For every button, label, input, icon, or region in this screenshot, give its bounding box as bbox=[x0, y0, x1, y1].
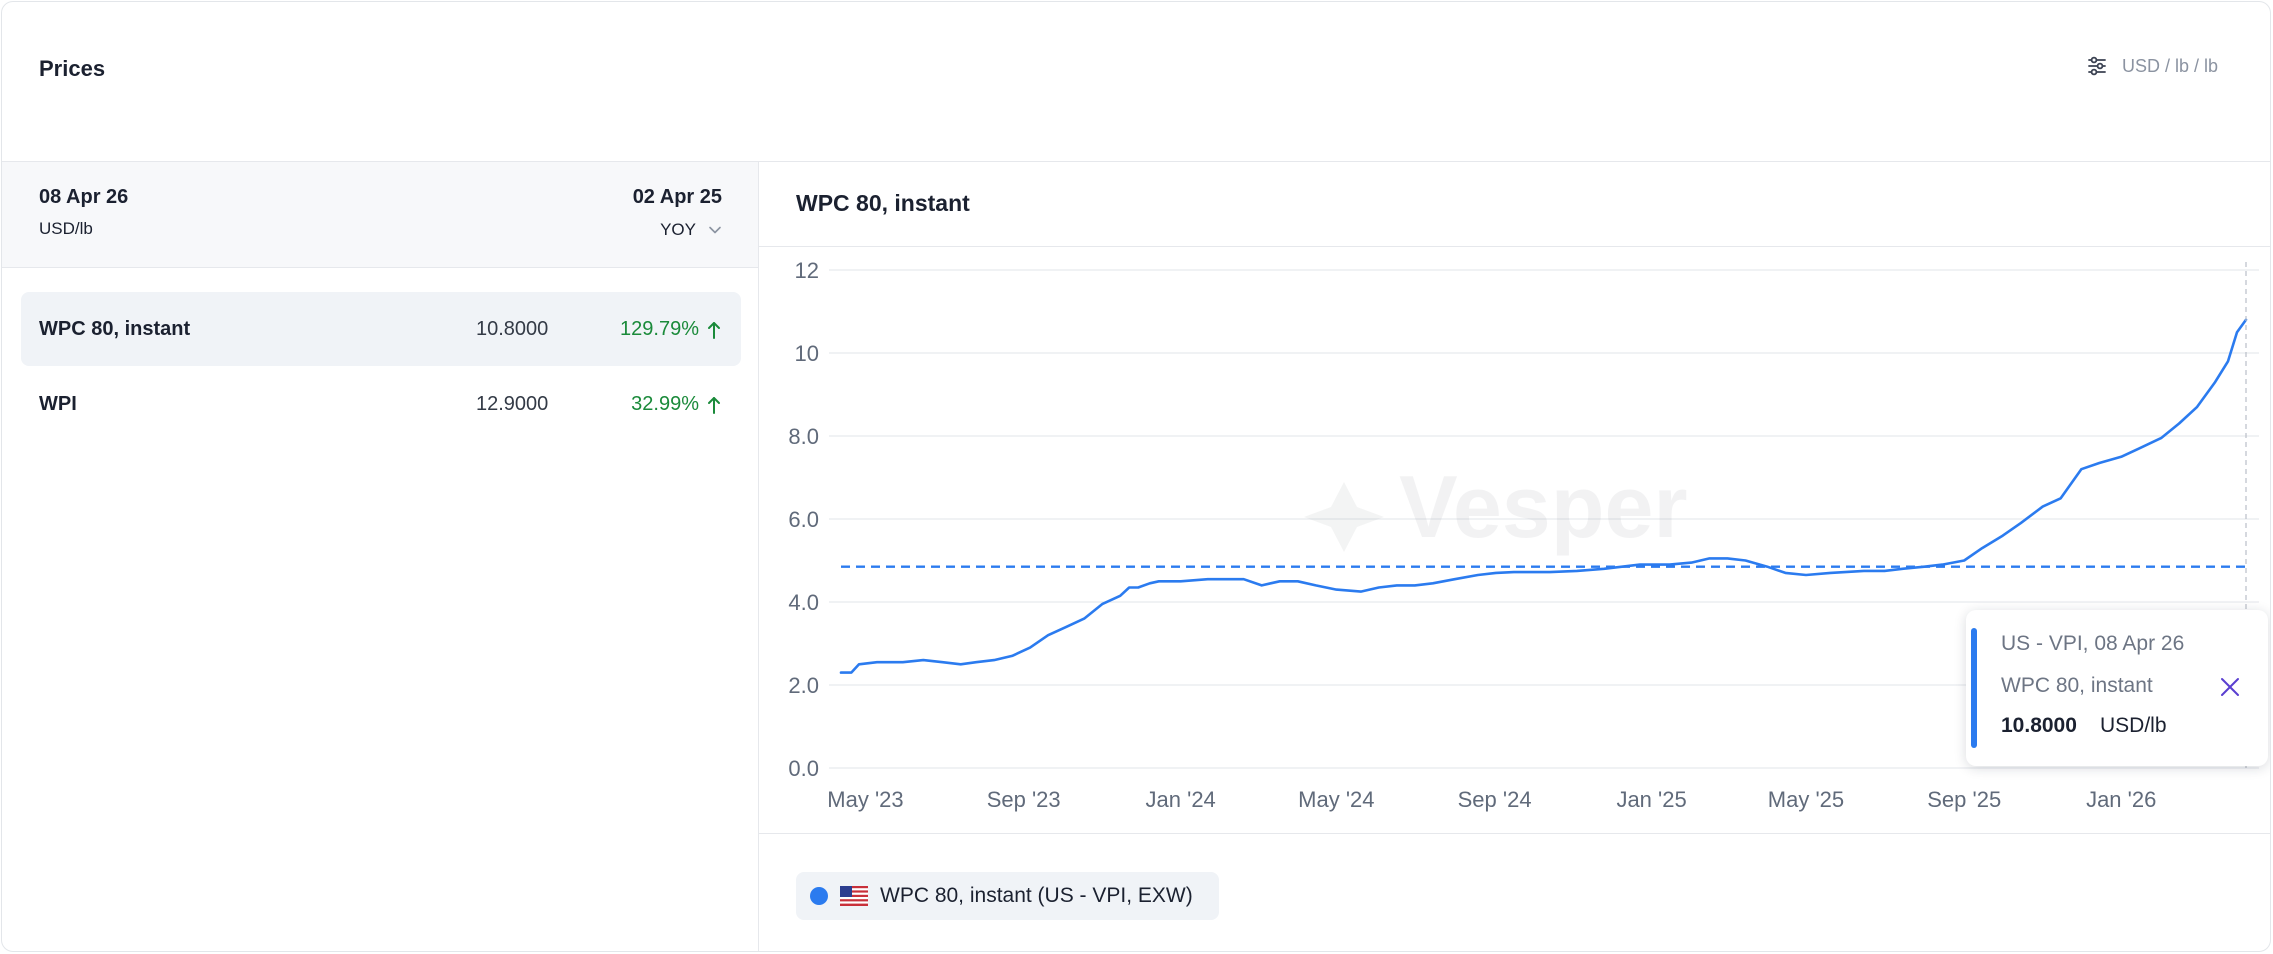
chart-grid bbox=[829, 269, 2259, 769]
chevron-down-icon bbox=[709, 226, 721, 234]
price-row-value: 10.8000 bbox=[476, 318, 549, 340]
price-row-wpi[interactable]: WPI 12.9000 32.99% bbox=[21, 367, 741, 441]
watermark-logo: Vesper bbox=[1304, 457, 1688, 556]
series-layer bbox=[839, 318, 2248, 674]
chart-panel: WPC 80, instant Vesper 0.0 2.0 4.0 6.0 8.0 10… bbox=[759, 162, 2271, 951]
price-row-change: 32.99% bbox=[631, 393, 721, 416]
price-row-change: 129.79% bbox=[620, 318, 721, 341]
y-tick-label: 8.0 bbox=[788, 424, 819, 449]
page-title: Prices bbox=[39, 56, 106, 81]
compare-date: 02 Apr 25 bbox=[632, 186, 722, 208]
arrow-up-icon bbox=[708, 321, 720, 339]
sliders-icon bbox=[2088, 56, 2106, 76]
period-label: YOY bbox=[660, 220, 696, 239]
legend-item[interactable]: WPC 80, instant (US - VPI, EXW) bbox=[796, 872, 1219, 920]
tooltip-unit: USD/lb bbox=[2100, 714, 2167, 737]
y-tick-label: 4.0 bbox=[788, 590, 819, 615]
card-header: Prices USD / lb / lb bbox=[2, 2, 2270, 162]
x-tick-label: Jan '26 bbox=[2086, 787, 2156, 812]
period-select[interactable]: YOY bbox=[660, 220, 722, 240]
tooltip-accent bbox=[1971, 628, 1977, 748]
x-axis: May '23 Sep '23 Jan '24 May '24 Sep '24 Jan '… bbox=[827, 787, 2156, 812]
tooltip-value: 10.8000 bbox=[2001, 714, 2077, 737]
unit-label: USD / lb / lb bbox=[2121, 55, 2218, 76]
arrow-up-icon bbox=[708, 396, 720, 414]
current-date: 08 Apr 26 bbox=[39, 186, 129, 208]
change-percent: 32.99% bbox=[631, 393, 699, 415]
y-axis: 0.0 2.0 4.0 6.0 8.0 10 12 bbox=[788, 258, 819, 781]
price-list-header: 08 Apr 26 USD/lb 02 Apr 25 YOY bbox=[2, 162, 758, 268]
unit-settings-button[interactable]: USD / lb / lb bbox=[2086, 55, 2218, 77]
price-unit: USD/lb bbox=[39, 219, 93, 238]
legend-bar: WPC 80, instant (US - VPI, EXW) bbox=[759, 833, 2270, 951]
series-line bbox=[839, 318, 2248, 674]
x-tick-label: Sep '24 bbox=[1458, 787, 1532, 812]
price-chart[interactable]: Vesper 0.0 2.0 4.0 6.0 8.0 10 12 May '23 Sep '2… bbox=[759, 247, 2271, 833]
x-tick-label: May '23 bbox=[827, 787, 903, 812]
price-row-wpc80[interactable]: WPC 80, instant 10.8000 129.79% bbox=[21, 292, 741, 366]
y-tick-label: 10 bbox=[795, 341, 819, 366]
change-percent: 129.79% bbox=[620, 318, 699, 340]
x-tick-label: Jan '24 bbox=[1146, 787, 1216, 812]
chart-header: WPC 80, instant bbox=[759, 162, 2270, 247]
y-tick-label: 12 bbox=[795, 258, 819, 283]
legend-label: WPC 80, instant (US - VPI, EXW) bbox=[880, 884, 1193, 907]
x-tick-label: Sep '25 bbox=[1927, 787, 2001, 812]
us-flag-icon bbox=[840, 886, 868, 906]
x-tick-label: May '25 bbox=[1768, 787, 1844, 812]
close-icon[interactable] bbox=[2218, 675, 2242, 699]
price-row-name: WPC 80, instant bbox=[39, 318, 191, 340]
price-row-name: WPI bbox=[39, 393, 77, 415]
tooltip-series-name: WPC 80, instant bbox=[2001, 674, 2153, 697]
chart-title: WPC 80, instant bbox=[796, 190, 970, 216]
price-row-value: 12.9000 bbox=[476, 393, 549, 415]
x-tick-label: Jan '25 bbox=[1616, 787, 1686, 812]
y-tick-label: 0.0 bbox=[788, 756, 819, 781]
tooltip-source-date: US - VPI, 08 Apr 26 bbox=[2001, 632, 2185, 655]
price-list-panel: 08 Apr 26 USD/lb 02 Apr 25 YOY WPC 80, i… bbox=[2, 162, 759, 951]
x-tick-label: Sep '23 bbox=[987, 787, 1061, 812]
chart-tooltip: US - VPI, 08 Apr 26 WPC 80, instant 10.8… bbox=[1966, 610, 2268, 766]
watermark-text: Vesper bbox=[1399, 457, 1688, 556]
y-tick-label: 6.0 bbox=[788, 507, 819, 532]
x-tick-label: May '24 bbox=[1298, 787, 1374, 812]
series-color-dot bbox=[810, 887, 828, 905]
y-tick-label: 2.0 bbox=[788, 673, 819, 698]
